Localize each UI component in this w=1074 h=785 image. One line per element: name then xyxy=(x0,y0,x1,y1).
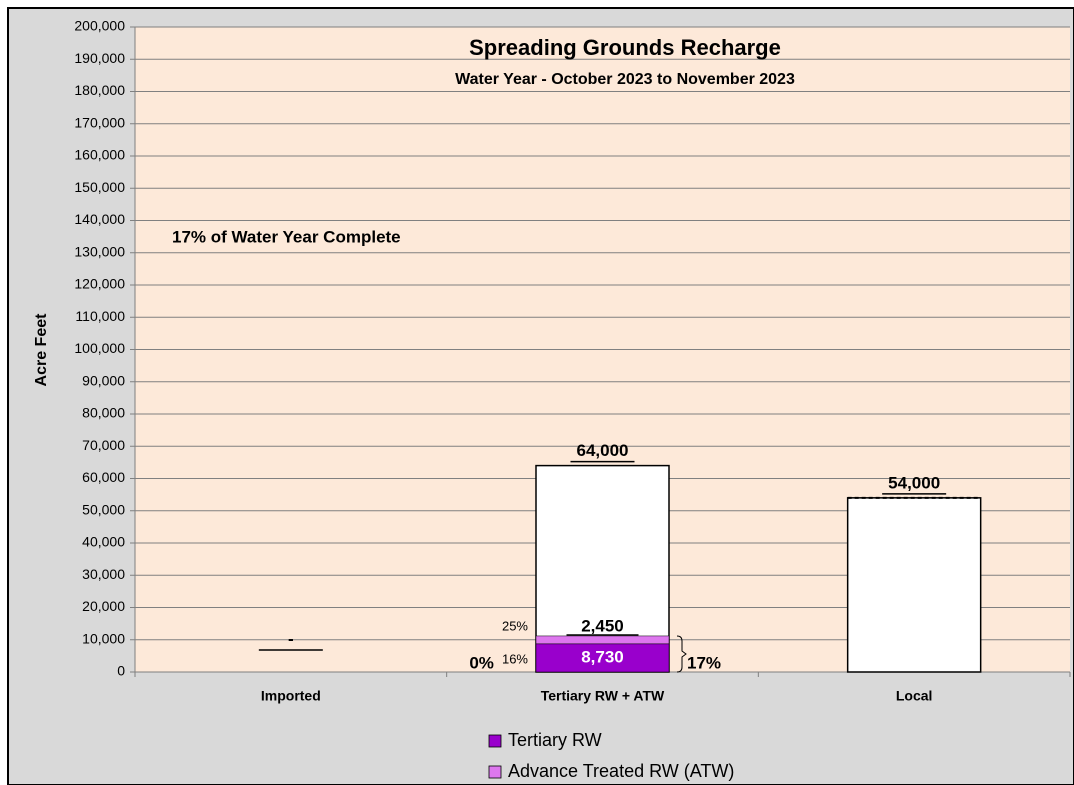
legend-label: Tertiary RW xyxy=(508,730,602,750)
y-tick-label: 110,000 xyxy=(75,308,125,324)
y-tick-label: 180,000 xyxy=(74,82,125,98)
segment-percent: 16% xyxy=(502,651,528,666)
percent-complete: 0% xyxy=(469,653,494,672)
x-tick-label: Local xyxy=(896,688,933,704)
legend-swatch xyxy=(488,734,502,748)
bar-segment xyxy=(535,643,670,673)
y-tick-label: 30,000 xyxy=(82,566,125,582)
data-label: 8,730 xyxy=(581,647,624,666)
annotation: 17% of Water Year Complete xyxy=(172,227,401,246)
target-bar xyxy=(846,497,982,673)
y-tick-label: 150,000 xyxy=(74,179,125,195)
y-tick-label: 130,000 xyxy=(74,243,125,259)
y-tick-label: 50,000 xyxy=(82,501,125,517)
target-label: - xyxy=(288,629,294,648)
chart-subtitle: Water Year - October 2023 to November 20… xyxy=(455,71,795,88)
bar-segment xyxy=(535,635,670,645)
percent-complete: 17% xyxy=(687,653,721,672)
y-tick-label: 80,000 xyxy=(82,405,125,421)
segment-percent: 25% xyxy=(502,618,528,633)
x-tick-label: Imported xyxy=(261,688,321,704)
y-tick-label: 70,000 xyxy=(82,437,125,453)
y-tick-label: 100,000 xyxy=(74,340,125,356)
y-tick-label: 0 xyxy=(117,663,125,679)
y-tick-label: 40,000 xyxy=(82,534,125,550)
legend-label: Advance Treated RW (ATW) xyxy=(508,761,734,781)
target-label: 64,000 xyxy=(577,441,629,460)
y-tick-label: 140,000 xyxy=(74,211,125,227)
brace xyxy=(676,635,687,673)
y-tick-label: 120,000 xyxy=(74,276,125,292)
y-axis-label: Acre Feet xyxy=(33,313,50,387)
y-tick-label: 170,000 xyxy=(74,114,125,130)
target-label: 54,000 xyxy=(888,473,940,492)
y-tick-label: 20,000 xyxy=(82,598,125,614)
y-tick-label: 160,000 xyxy=(74,147,125,163)
y-tick-label: 200,000 xyxy=(74,18,125,34)
y-tick-label: 90,000 xyxy=(82,372,125,388)
legend-swatch xyxy=(488,765,502,779)
y-tick-label: 190,000 xyxy=(74,50,125,66)
y-tick-label: 60,000 xyxy=(82,469,125,485)
y-tick-label: 10,000 xyxy=(82,630,125,646)
data-label: 2,450 xyxy=(581,616,624,635)
x-tick-label: Tertiary RW + ATW xyxy=(541,688,665,704)
chart-title: Spreading Grounds Recharge xyxy=(469,35,781,60)
